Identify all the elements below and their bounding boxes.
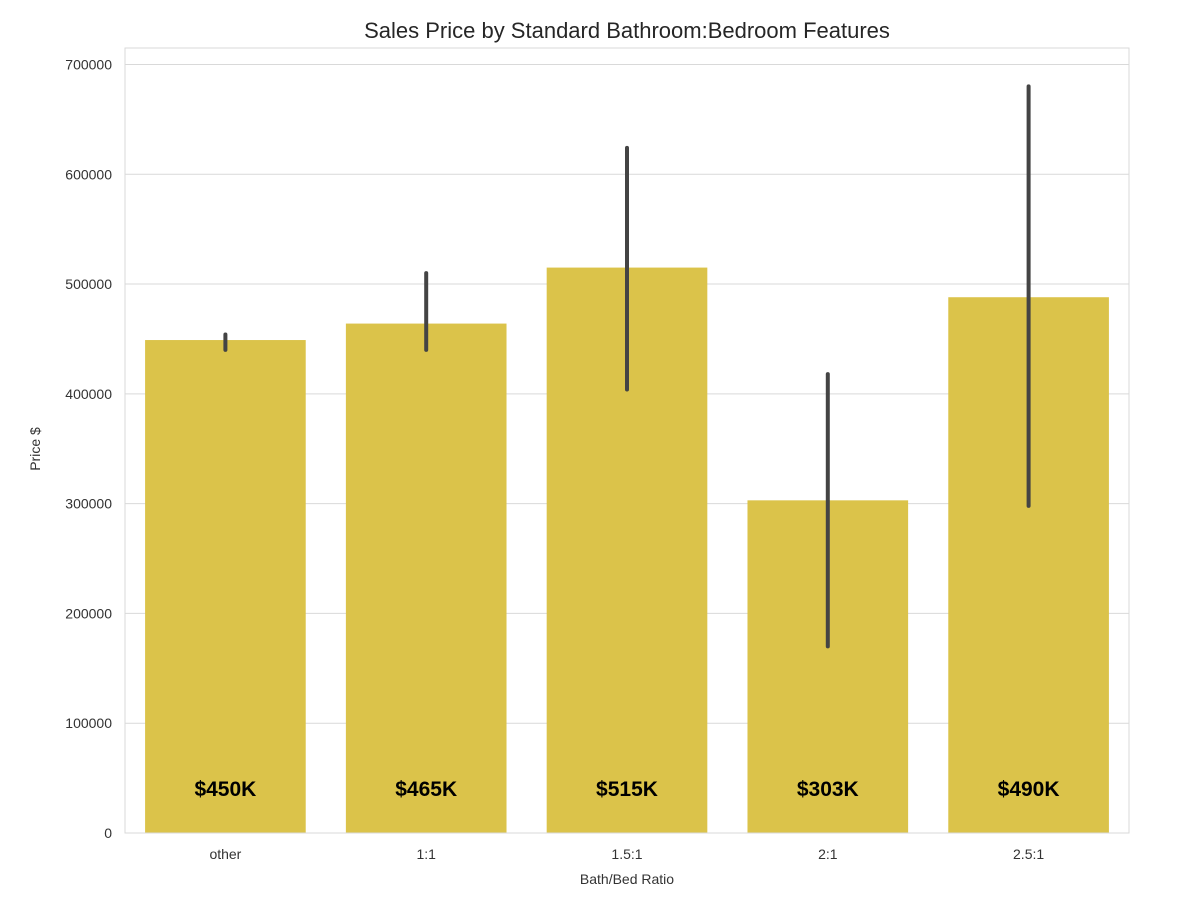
x-tick-label: 1.5:1 xyxy=(611,846,642,862)
plot-frame xyxy=(124,47,1130,834)
chart-title: Sales Price by Standard Bathroom:Bedroom… xyxy=(364,18,890,43)
y-tick-label: 600000 xyxy=(65,166,112,182)
bar-value-label: $515K xyxy=(596,778,658,801)
y-tick-label: 0 xyxy=(104,825,112,841)
error-bars xyxy=(223,84,1031,649)
y-tick-label: 400000 xyxy=(65,386,112,402)
y-tick-label: 700000 xyxy=(65,56,112,72)
y-tick-label: 500000 xyxy=(65,276,112,292)
y-axis-label: Price $ xyxy=(27,427,43,471)
bars xyxy=(145,267,1109,834)
bar-value-label: $465K xyxy=(395,778,457,801)
x-axis-label: Bath/Bed Ratio xyxy=(580,871,674,887)
y-tick-label: 200000 xyxy=(65,605,112,621)
bar-value-label: $303K xyxy=(797,778,859,801)
bar-labels: $450K $465K $515K $303K $490K xyxy=(194,778,1059,801)
bar-value-label: $450K xyxy=(194,778,256,801)
x-tick-label: 1:1 xyxy=(416,846,436,862)
bar-value-label: $490K xyxy=(998,778,1060,801)
y-tick-label: 100000 xyxy=(65,715,112,731)
bar xyxy=(145,340,306,833)
y-tick-labels: 0 100000 200000 300000 400000 500000 600000 700… xyxy=(65,56,112,841)
x-tick-label: 2:1 xyxy=(818,846,838,862)
x-tick-label: 2.5:1 xyxy=(1013,846,1044,862)
y-tick-label: 300000 xyxy=(65,496,112,512)
x-tick-label: other xyxy=(209,846,241,862)
x-tick-labels: other 1:1 1.5:1 2:1 2.5:1 xyxy=(209,846,1044,862)
bar xyxy=(345,323,507,833)
